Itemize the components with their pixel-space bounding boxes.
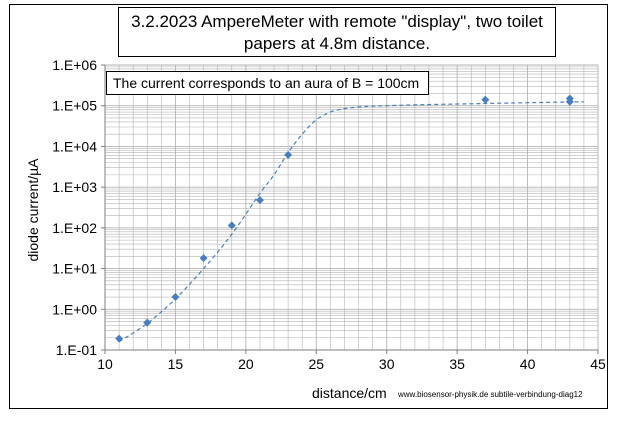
chart-title: 3.2.2023 AmpereMeter with remote "displa… [118, 7, 556, 57]
data-point [143, 318, 152, 327]
fit-curve [118, 101, 584, 343]
y-tick-label: 1.E+05 [52, 98, 97, 114]
x-tick-label: 15 [168, 356, 184, 372]
data-point [199, 254, 208, 263]
data-point [171, 293, 180, 302]
data-point [284, 150, 293, 159]
y-tick-label: 1.E+06 [52, 57, 97, 73]
y-tick-label: 1.E+01 [52, 261, 97, 277]
x-tick-label: 25 [308, 356, 324, 372]
source-credit: www.biosensor-physik.de subtile-verbindu… [398, 390, 583, 399]
x-tick-label: 10 [97, 356, 113, 372]
y-tick-label: 1.E+03 [52, 179, 97, 195]
data-point [565, 97, 574, 106]
grid-lines [105, 64, 599, 351]
x-tick-label: 35 [449, 356, 465, 372]
chart-annotation: The current corresponds to an aura of B … [106, 71, 429, 95]
x-tick-label: 30 [379, 356, 395, 372]
data-point [481, 95, 490, 104]
fit-curve-line [118, 101, 584, 343]
axes [101, 64, 599, 354]
data-points [115, 94, 574, 343]
x-tick-label: 40 [520, 356, 536, 372]
data-point [227, 221, 236, 230]
data-point [115, 334, 124, 343]
y-tick-label: 1.E+04 [52, 138, 97, 154]
data-point [255, 196, 264, 205]
y-tick-label: 1.E+02 [52, 220, 97, 236]
x-tick-label: 45 [590, 356, 606, 372]
x-axis-label: distance/cm [312, 385, 387, 401]
y-axis-label: diode current/µA [25, 158, 41, 262]
x-tick-label: 20 [238, 356, 254, 372]
y-tick-label: 1.E-01 [56, 342, 97, 358]
tick-labels: 10 15 20 25 30 35 40 45 1.E-01 1.E+00 1.E+01 1.E+02… [52, 57, 606, 372]
chart-frame [9, 4, 608, 409]
y-tick-label: 1.E+00 [52, 301, 97, 317]
